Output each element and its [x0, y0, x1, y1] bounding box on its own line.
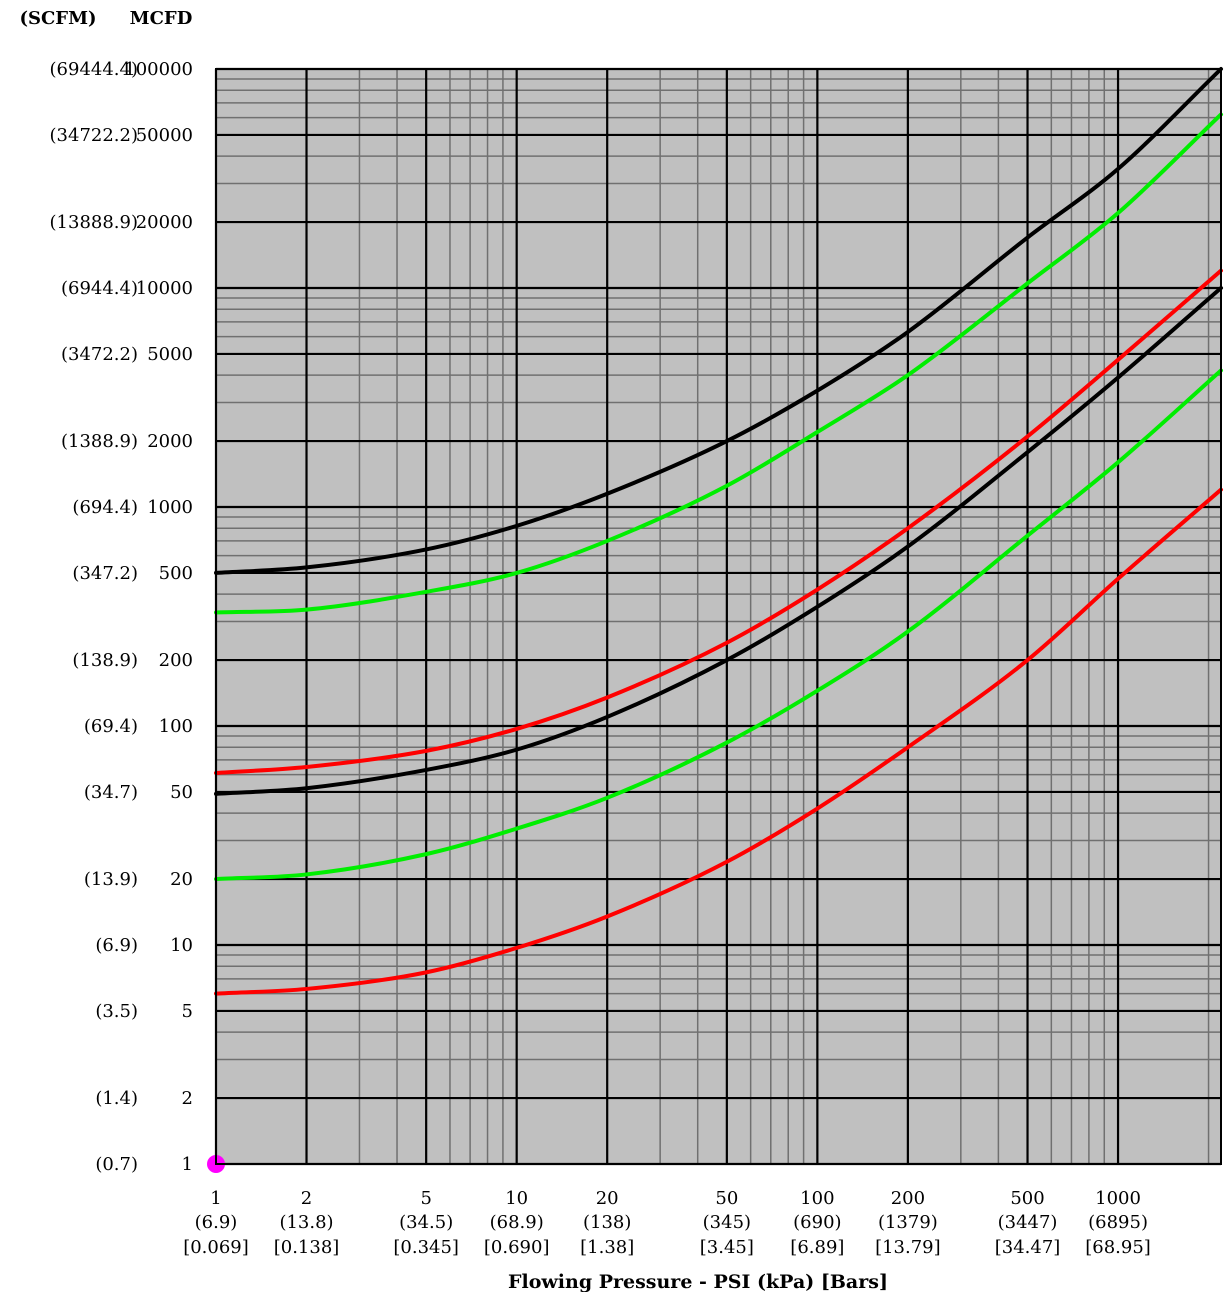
- series-curve-1: [214, 67, 1223, 575]
- x-tick-label-bar: [34.47]: [995, 1237, 1061, 1258]
- x-tick-label-psi: 10: [505, 1188, 528, 1209]
- x-tick-label-bar: [0.138]: [274, 1237, 340, 1258]
- y-tick-label-scfm: (6944.4): [61, 278, 138, 299]
- y-tick-label-scfm: (694.4): [72, 497, 138, 518]
- x-tick-label-bar: [0.345]: [393, 1237, 459, 1258]
- x-tick-label-psi: 5: [420, 1188, 431, 1209]
- plot-frame: [215, 68, 1222, 1165]
- y-tick-label-scfm: (138.9): [72, 650, 138, 671]
- x-tick-label-kpa: (6895): [1088, 1212, 1148, 1233]
- x-tick-label-bar: [1.38]: [580, 1237, 634, 1258]
- y-tick-label-mcfd: 50000: [136, 125, 193, 146]
- y-tick-label-scfm: (3.5): [95, 1001, 138, 1022]
- series-curve-5: [214, 368, 1223, 882]
- y-tick-label-scfm: (1388.9): [61, 431, 138, 452]
- y-tick-label-mcfd: 2: [182, 1088, 193, 1109]
- x-tick-label-bar: [68.95]: [1085, 1237, 1151, 1258]
- y-tick-label-mcfd: 100: [159, 716, 193, 737]
- y-tick-label-scfm: (13888.9): [50, 212, 138, 233]
- series-curve-6: [214, 487, 1223, 996]
- y-tick-label-mcfd: 10: [170, 935, 193, 956]
- x-tick-label-psi: 1000: [1095, 1188, 1141, 1209]
- x-tick-label-kpa: (138): [583, 1212, 631, 1233]
- x-tick-label-bar: [3.45]: [700, 1237, 754, 1258]
- y-tick-label-mcfd: 1000: [147, 497, 193, 518]
- x-tick-label-bar: [0.069]: [183, 1237, 249, 1258]
- series-layer: [207, 67, 1223, 1173]
- x-tick-label-bar: [0.690]: [484, 1237, 550, 1258]
- y-tick-label-scfm: (69444.4): [50, 59, 138, 80]
- x-tick-label-psi: 2: [301, 1188, 312, 1209]
- x-axis-title: Flowing Pressure - PSI (kPa) [Bars]: [508, 1271, 888, 1292]
- y-axis-title-mcfd: MCFD: [130, 8, 193, 29]
- y-tick-label-scfm: (13.9): [84, 869, 138, 890]
- y-tick-label-mcfd: 5000: [147, 344, 193, 365]
- y-tick-label-mcfd: 10000: [136, 278, 193, 299]
- y-tick-label-mcfd: 500: [159, 563, 193, 584]
- x-tick-label-bar: [13.79]: [875, 1237, 941, 1258]
- y-tick-label-scfm: (34722.2): [50, 125, 138, 146]
- y-tick-label-mcfd: 200: [159, 650, 193, 671]
- y-tick-label-mcfd: 2000: [147, 431, 193, 452]
- x-tick-label-psi: 100: [800, 1188, 834, 1209]
- y-tick-label-scfm: (3472.2): [61, 344, 138, 365]
- x-tick-label-psi: 1: [210, 1188, 221, 1209]
- x-tick-label-psi: 50: [715, 1188, 738, 1209]
- y-axis-title-scfm: (SCFM): [19, 8, 96, 29]
- x-tick-label-kpa: (13.8): [279, 1212, 333, 1233]
- y-tick-label-mcfd: 20000: [136, 212, 193, 233]
- x-tick-label-kpa: (34.5): [399, 1212, 453, 1233]
- x-tick-label-psi: 200: [891, 1188, 925, 1209]
- series-curve-3: [214, 268, 1223, 776]
- plot-area: [216, 69, 1221, 1164]
- y-tick-label-scfm: (6.9): [95, 935, 138, 956]
- y-tick-label-scfm: (347.2): [72, 563, 138, 584]
- x-tick-label-psi: 500: [1010, 1188, 1044, 1209]
- y-tick-label-scfm: (34.7): [84, 782, 138, 803]
- x-tick-label-kpa: (6.9): [195, 1212, 238, 1233]
- x-tick-label-bar: [6.89]: [790, 1237, 844, 1258]
- y-tick-label-mcfd: 1: [182, 1154, 193, 1175]
- x-tick-label-kpa: (690): [793, 1212, 841, 1233]
- y-tick-label-mcfd: 20: [170, 869, 193, 890]
- series-curve-2: [214, 112, 1223, 615]
- x-tick-label-kpa: (3447): [998, 1212, 1058, 1233]
- y-tick-label-mcfd: 5: [182, 1001, 193, 1022]
- y-axis-labels: 100000(69444.4) 50000(34722.2) 20000(13888…: [50, 59, 193, 1175]
- series-curve-4: [214, 286, 1223, 796]
- y-tick-label-mcfd: 50: [170, 782, 193, 803]
- y-tick-label-mcfd: 100000: [124, 59, 193, 80]
- y-tick-label-scfm: (0.7): [95, 1154, 138, 1175]
- x-axis-labels: 1 (6.9) [0.069] 2 (13.8) [0.138] 5 (34.5) [0.345…: [183, 1188, 1151, 1258]
- x-tick-label-kpa: (68.9): [490, 1212, 544, 1233]
- y-tick-label-scfm: (1.4): [95, 1088, 138, 1109]
- x-tick-label-kpa: (345): [703, 1212, 751, 1233]
- x-tick-label-psi: 20: [596, 1188, 619, 1209]
- x-tick-label-kpa: (1379): [878, 1212, 938, 1233]
- y-tick-label-scfm: (69.4): [84, 716, 138, 737]
